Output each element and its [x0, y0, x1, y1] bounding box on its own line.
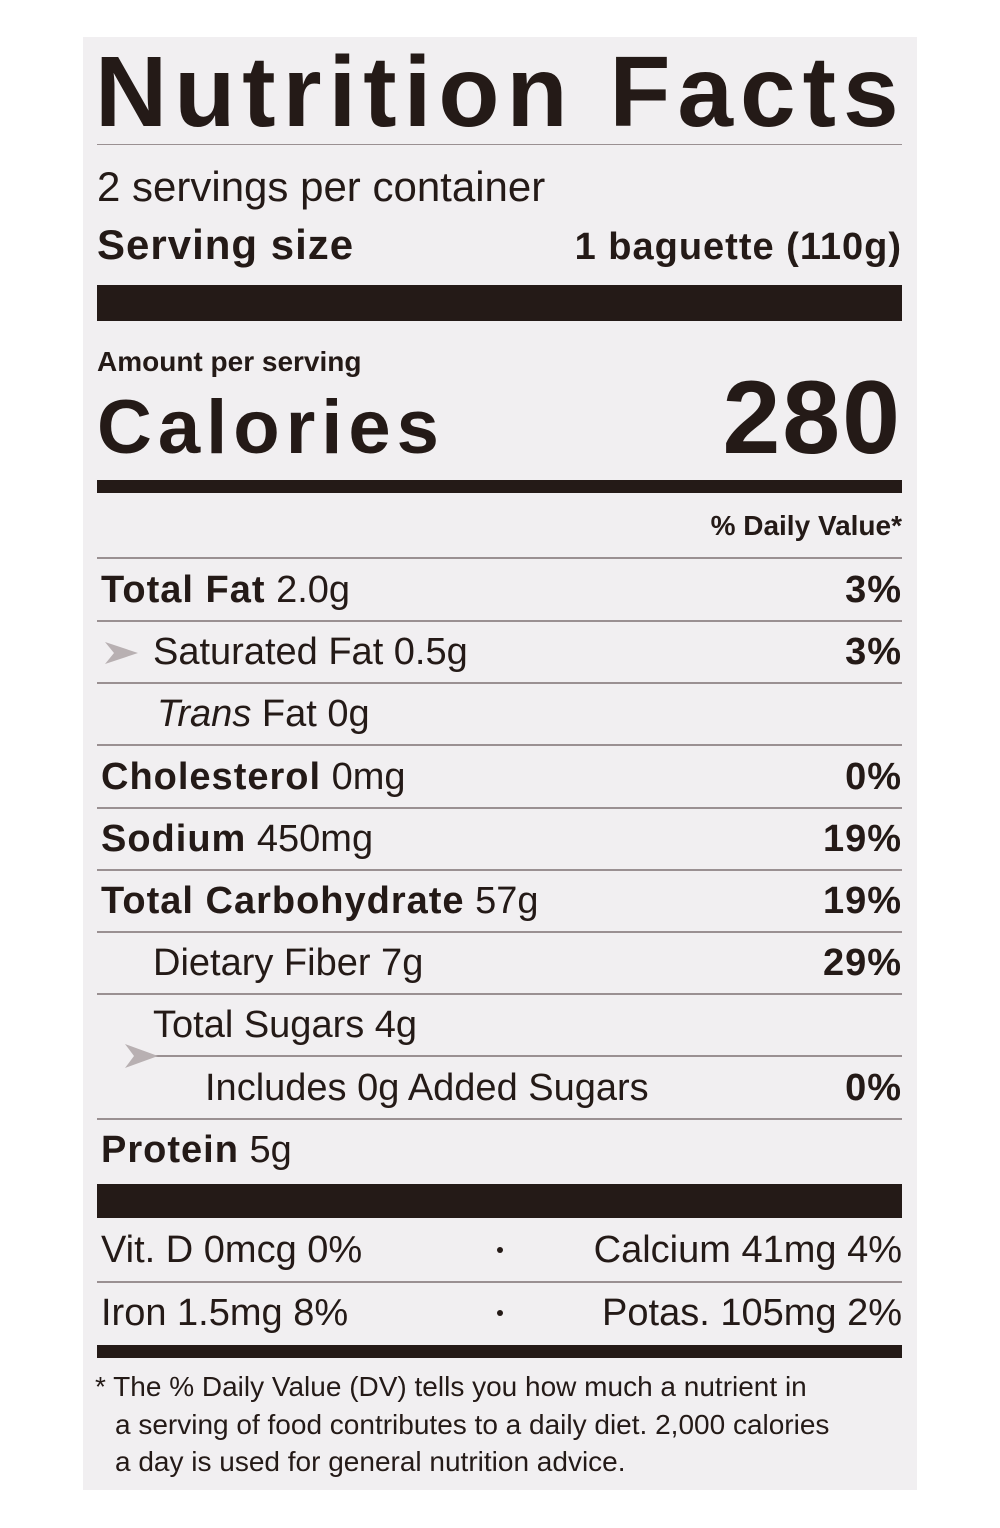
- daily-value: 19%: [822, 817, 902, 860]
- rule: [97, 931, 902, 933]
- vitamin-left: Vit. D 0mcg 0%: [101, 1229, 363, 1271]
- label-amount: 450mg: [256, 817, 374, 860]
- row-label: Dietary Fiber 7g: [153, 944, 423, 982]
- row-label: Protein 5g: [101, 1131, 292, 1169]
- thick-bar: [97, 285, 902, 321]
- label-amount: 5g: [249, 1128, 292, 1171]
- bullet-dot: [497, 1247, 503, 1253]
- vitamin-left: Iron 1.5mg 8%: [101, 1292, 349, 1334]
- rule: [97, 993, 902, 996]
- footnote-line: * The % Daily Value (DV) tells you how m…: [95, 1371, 807, 1402]
- calories-label: Calories: [97, 385, 445, 470]
- label-name: Total Carbohydrate: [101, 880, 465, 922]
- rule: [97, 1281, 902, 1283]
- daily-value: 3%: [845, 631, 902, 674]
- rule: [97, 557, 902, 559]
- label-name: Cholesterol: [101, 755, 322, 798]
- daily-value: 3%: [845, 569, 902, 611]
- label-name: Dietary Fiber 7g: [153, 942, 424, 985]
- label-name: Includes 0g Added Sugars: [205, 1066, 649, 1109]
- daily-value-header: % Daily Value*: [710, 510, 902, 541]
- medium-bar: [97, 480, 902, 493]
- label-name: Fat 0g: [261, 693, 370, 736]
- label-name: Total Fat: [101, 569, 266, 611]
- label-name: Total Sugars 4g: [153, 1004, 418, 1047]
- footnote-line: a serving of food contributes to a daily…: [115, 1408, 830, 1440]
- row-label: Total Sugars 4g: [153, 1006, 417, 1044]
- thick-bar: [97, 1184, 902, 1218]
- label-name: Protein: [101, 1128, 239, 1171]
- label-name: Saturated Fat 0.5g: [153, 631, 468, 674]
- label-amount: 0mg: [331, 755, 406, 798]
- servings: 2 servings per container: [97, 163, 546, 210]
- rule: [97, 806, 902, 809]
- row-label: Total Fat 2.0g: [101, 571, 350, 609]
- footnote-line: a day is used for general nutrition advi…: [115, 1446, 626, 1477]
- medium-bar: [97, 1345, 902, 1358]
- daily-value: 19%: [822, 880, 902, 922]
- serving-size-label: Serving size: [97, 221, 355, 268]
- rule: [150, 1055, 902, 1058]
- row-label: Sodium 450mg: [101, 820, 373, 858]
- label-amount: 2.0g: [276, 569, 351, 611]
- rule: [97, 682, 902, 685]
- rule: [97, 620, 902, 622]
- label-name: Sodium: [101, 817, 247, 860]
- rule: [97, 1117, 902, 1120]
- rule: [97, 144, 902, 145]
- daily-value: 29%: [822, 942, 902, 985]
- label-amount: 57g: [475, 880, 539, 922]
- calories-value: 280: [722, 360, 902, 476]
- row-label: Trans Fat 0g: [157, 695, 370, 733]
- bullet-dot: [497, 1310, 503, 1316]
- row-label: Cholesterol 0mg: [101, 758, 406, 796]
- title: Nutrition Facts: [95, 36, 906, 148]
- daily-value: 0%: [845, 1066, 902, 1109]
- rule: [97, 744, 902, 747]
- row-label: Saturated Fat 0.5g: [153, 633, 468, 671]
- serving-size-value: 1 baguette (110g): [574, 226, 902, 268]
- amount-per-serving: Amount per serving: [97, 346, 362, 377]
- vitamin-right: Potas. 105mg 2%: [602, 1292, 902, 1334]
- vitamin-right: Calcium 41mg 4%: [593, 1229, 902, 1271]
- rule: [97, 868, 902, 871]
- row-label: Includes 0g Added Sugars: [205, 1069, 649, 1107]
- label-italic: Trans: [157, 693, 252, 736]
- daily-value: 0%: [845, 755, 902, 798]
- row-label: Total Carbohydrate 57g: [101, 882, 539, 920]
